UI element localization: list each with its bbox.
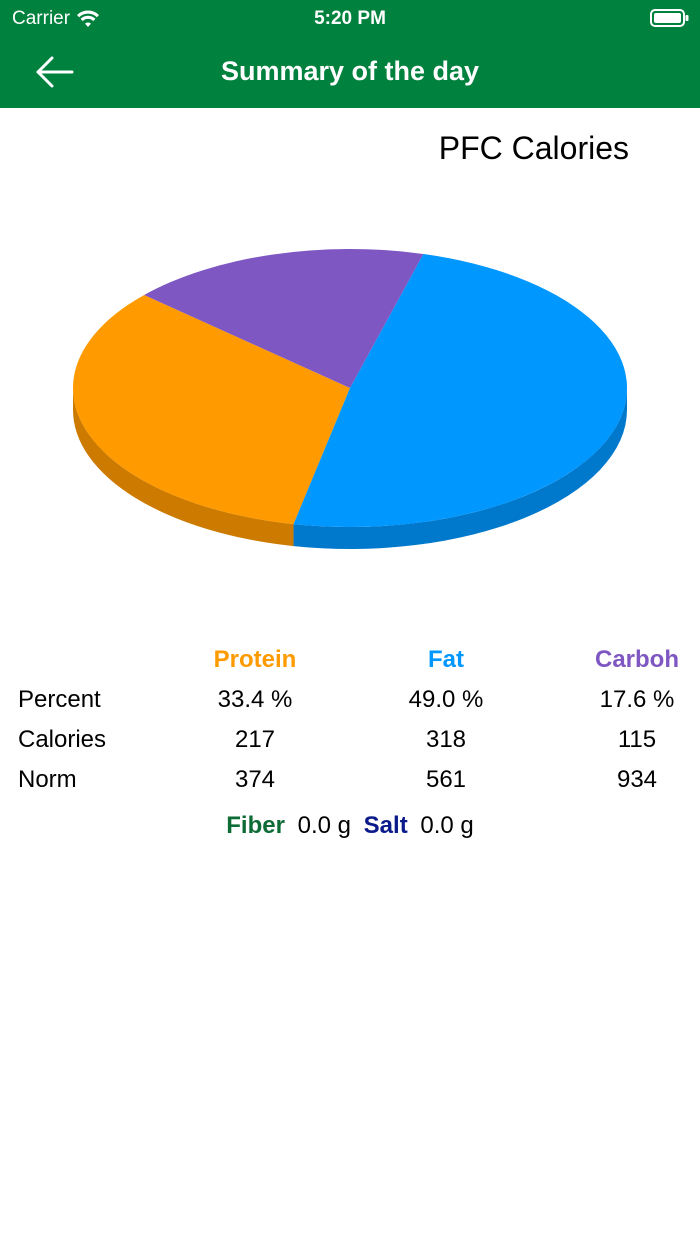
row-label-calories: Calories xyxy=(18,726,107,753)
table-row: Percent 33.4 % 49.0 % 17.6 % xyxy=(0,680,700,720)
back-arrow-icon xyxy=(36,56,74,88)
calories-carb: 115 xyxy=(617,726,657,753)
back-button[interactable] xyxy=(30,52,80,92)
header-fat: Fat xyxy=(428,646,464,673)
pie-slice-protein xyxy=(72,294,350,525)
percent-carb: 17.6 % xyxy=(599,686,675,713)
pie-side-fat xyxy=(293,388,627,549)
status-carrier: Carrier xyxy=(12,8,100,30)
wifi-icon xyxy=(77,10,100,27)
pie-slice-carboh xyxy=(144,249,424,388)
page-title: Summary of the day xyxy=(220,56,480,86)
salt-label: Salt xyxy=(363,812,408,839)
header-protein: Protein xyxy=(213,646,297,673)
row-label-percent: Percent xyxy=(18,686,101,713)
status-time: 5:20 PM xyxy=(314,8,386,29)
salt-value: 0.0 g xyxy=(420,812,474,839)
norm-protein: 374 xyxy=(234,766,276,793)
header-carb: Carboh xyxy=(595,646,679,673)
extras-line: Fiber 0.0 g Salt 0.0 g xyxy=(0,812,700,840)
percent-fat: 49.0 % xyxy=(408,686,484,713)
carrier-label: Carrier xyxy=(12,8,71,29)
pie-slice-fat xyxy=(293,253,627,527)
status-bar: Carrier 5:20 PM xyxy=(0,0,700,36)
pie-side-protein xyxy=(73,388,294,547)
nav-bar: Summary of the day xyxy=(0,36,700,108)
table-header-row: Protein Fat Carboh xyxy=(0,640,700,680)
row-label-norm: Norm xyxy=(18,766,77,793)
calories-fat: 318 xyxy=(425,726,467,753)
battery-icon xyxy=(650,8,690,34)
table-row: Norm 374 561 934 xyxy=(0,760,700,800)
pie-chart xyxy=(72,249,627,549)
norm-fat: 561 xyxy=(425,766,467,793)
fiber-label: Fiber xyxy=(226,812,285,839)
chart-title: PFC Calories xyxy=(438,130,629,166)
norm-carb: 934 xyxy=(616,766,658,793)
calories-protein: 217 xyxy=(234,726,276,753)
fiber-value: 0.0 g xyxy=(297,812,351,839)
percent-protein: 33.4 % xyxy=(217,686,293,713)
table-row: Calories 217 318 115 xyxy=(0,720,700,760)
